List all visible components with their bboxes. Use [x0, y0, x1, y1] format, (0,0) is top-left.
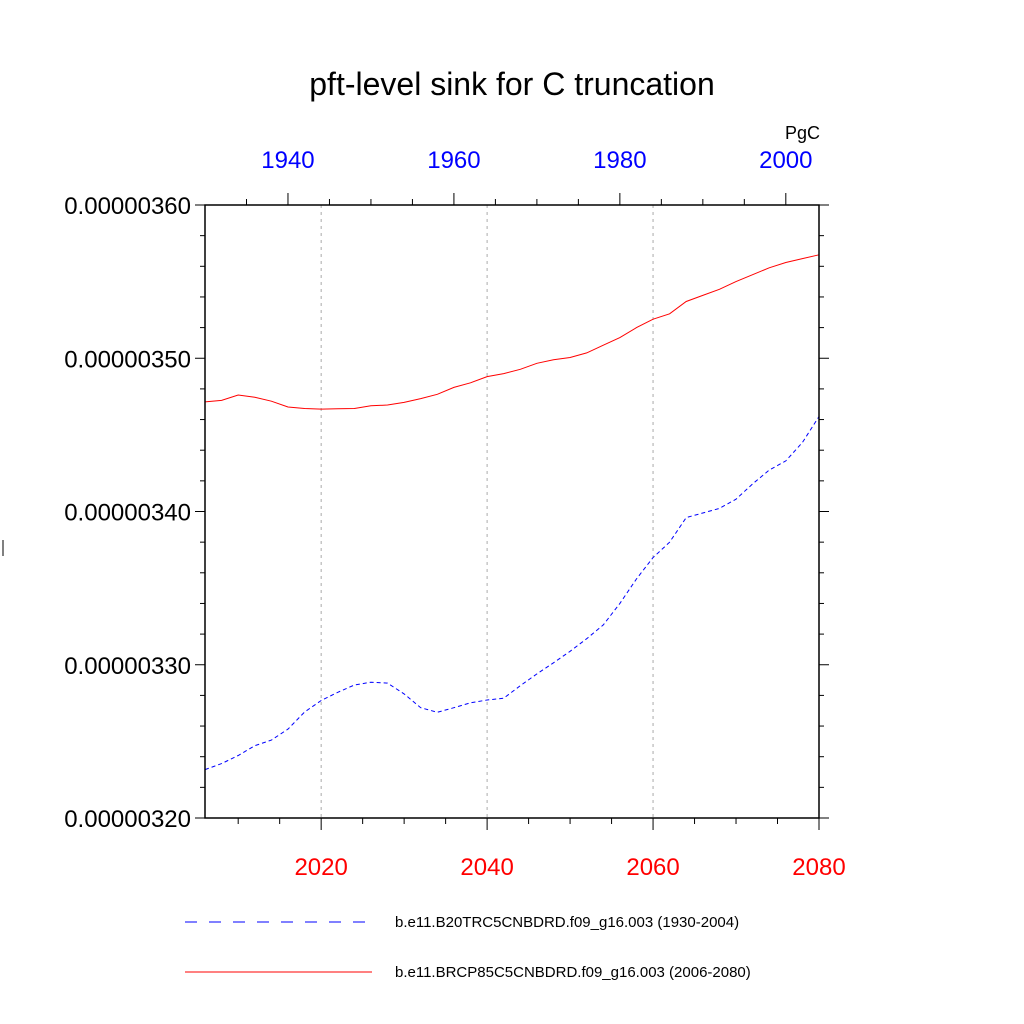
legend-label-historical: b.e11.B20TRC5CNBDRD.f09_g16.003 (1930-20… — [395, 914, 739, 931]
y-tick-label: 0.00000350 — [64, 346, 191, 373]
y-tick-label: 0.00000360 — [64, 193, 191, 220]
legend-label-rcp85: b.e11.BRCP85C5CNBDRD.f09_g16.003 (2006-2… — [395, 964, 751, 981]
units-label: PgC — [785, 123, 820, 143]
x-top-tick-label: 1980 — [593, 147, 646, 174]
axis-ticks — [195, 193, 829, 830]
x-bottom-tick-label: 2040 — [460, 854, 513, 881]
x-bottom-tick-label: 2080 — [792, 854, 845, 881]
grid-lines — [320, 205, 654, 818]
series-line-rcp85 — [204, 254, 820, 410]
y-tick-label: 0.00000320 — [64, 806, 191, 833]
legend: b.e11.B20TRC5CNBDRD.f09_g16.003 (1930-20… — [185, 914, 751, 981]
x-bottom-tick-label: 2060 — [626, 854, 679, 881]
chart-title: pft-level sink for C truncation — [309, 66, 715, 102]
x-top-tick-label: 2000 — [759, 147, 812, 174]
x-bottom-tick-label: 2020 — [294, 854, 347, 881]
plot-frame — [204, 204, 820, 819]
y-tick-label: 0.00000340 — [64, 500, 191, 527]
y-tick-label: 0.00000330 — [64, 653, 191, 680]
series-lines — [204, 254, 820, 771]
x-top-tick-label: 1960 — [427, 147, 480, 174]
x-top-tick-label: 1940 — [261, 147, 314, 174]
series-line-historical — [204, 416, 820, 771]
tick-labels: 0.00000320 0.00000330 0.00000340 0.00000350… — [64, 147, 845, 881]
